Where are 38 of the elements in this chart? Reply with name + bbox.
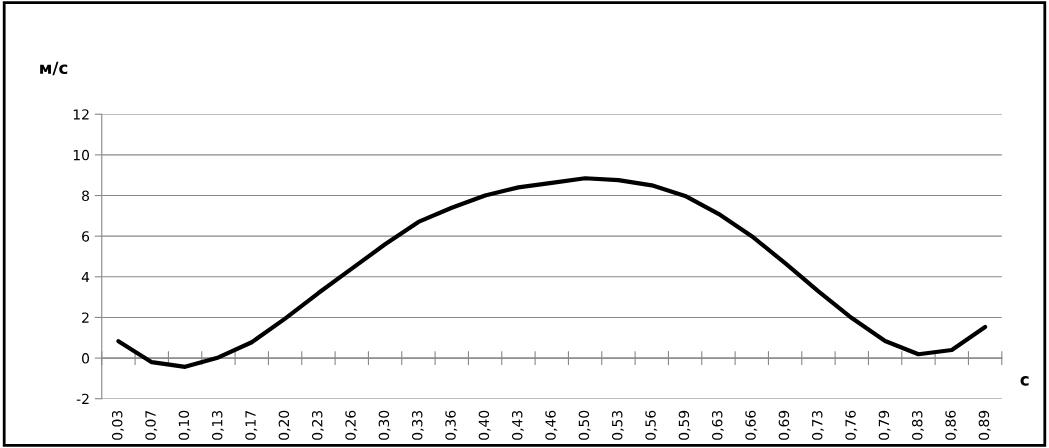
x-tick-label: 0,50 [578, 410, 591, 440]
x-axis-title: с [1020, 376, 1029, 386]
y-tick-label: 2 [82, 312, 89, 323]
y-tick-label: 10 [73, 149, 90, 161]
y-tick-label: 8 [82, 190, 89, 201]
y-tick-label: 4 [81, 271, 90, 283]
y-tick-label: 12 [73, 109, 89, 120]
x-tick-label: 0,26 [345, 410, 358, 440]
x-tick-label: 0,83 [911, 410, 924, 440]
x-tick-label: 0,56 [645, 410, 658, 440]
x-tick-label: 0,46 [545, 410, 558, 440]
x-tick-label: 0,36 [445, 410, 458, 440]
y-tick-label: 6 [82, 231, 90, 242]
x-tick-label: 0,03 [111, 410, 124, 440]
y-tick-label: 0 [82, 353, 90, 364]
x-tick-label: 0,59 [678, 410, 691, 440]
x-tick-label: 0,79 [878, 410, 891, 440]
x-tick-label: 0,73 [811, 410, 824, 440]
x-tick-label: 0,10 [178, 410, 191, 440]
x-tick-label: 0,86 [945, 410, 958, 440]
x-tick-label: 0,43 [511, 410, 524, 440]
x-tick-label: 0,23 [311, 410, 324, 440]
x-tick-label: 0,89 [978, 410, 991, 440]
x-tick-label: 0,07 [145, 411, 158, 440]
x-tick-label: 0,53 [611, 410, 624, 440]
y-tick-label: -2 [76, 393, 89, 404]
x-tick-label: 0,63 [711, 410, 724, 440]
y-axis-title: м/с [40, 61, 68, 76]
x-tick-label: 0,17 [245, 411, 258, 440]
x-tick-label: 0,20 [278, 410, 291, 440]
x-tick-label: 0,76 [845, 410, 858, 440]
x-tick-label: 0,13 [211, 410, 224, 440]
x-tick-label: 0,66 [745, 410, 758, 440]
x-tick-label: 0,30 [378, 410, 391, 440]
x-tick-label: 0,69 [778, 410, 791, 440]
x-tick-label: 0,33 [411, 410, 424, 440]
line-series [116, 176, 988, 369]
x-tick-label: 0,40 [478, 410, 491, 440]
